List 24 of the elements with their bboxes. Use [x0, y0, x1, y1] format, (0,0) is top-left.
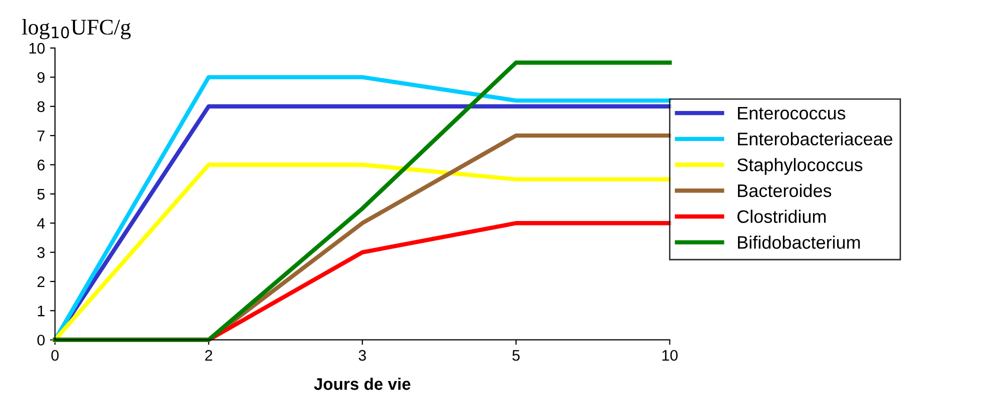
y-tick-label: 5: [37, 188, 45, 200]
y-tick-label: 8: [37, 101, 45, 112]
x-tick-label: 5: [512, 350, 520, 361]
y-tick-label: 1: [38, 306, 45, 316]
y-tick-label: 3: [37, 247, 45, 258]
y-tick-label: 9: [37, 72, 45, 83]
y-tick-label: 0: [37, 334, 45, 346]
y-tick-label: 2: [38, 276, 45, 288]
y-tick-label: 7: [38, 130, 45, 142]
legend-label: Staphylococcus: [737, 158, 862, 175]
x-axis-title: Jours de vie: [314, 378, 410, 390]
legend-label: Bifidobacterium: [738, 236, 860, 249]
x-tick-label: 10: [662, 350, 678, 361]
x-tick-label: 2: [205, 350, 212, 361]
legend-label: Clostridium: [737, 210, 826, 223]
legend-label: Enterobacteriaceae: [738, 132, 892, 146]
y-axis-title: log$_{10}$UFC/g: [22, 19, 131, 40]
y-tick-label: 4: [37, 218, 45, 229]
legend-label: Enterococcus: [738, 106, 846, 120]
y-tick-label: 10: [29, 42, 45, 54]
x-tick-label: 3: [358, 350, 366, 361]
y-tick-label: 6: [38, 160, 45, 170]
legend-label: Bacteroides: [738, 184, 832, 198]
x-tick-label: 0: [51, 350, 59, 361]
